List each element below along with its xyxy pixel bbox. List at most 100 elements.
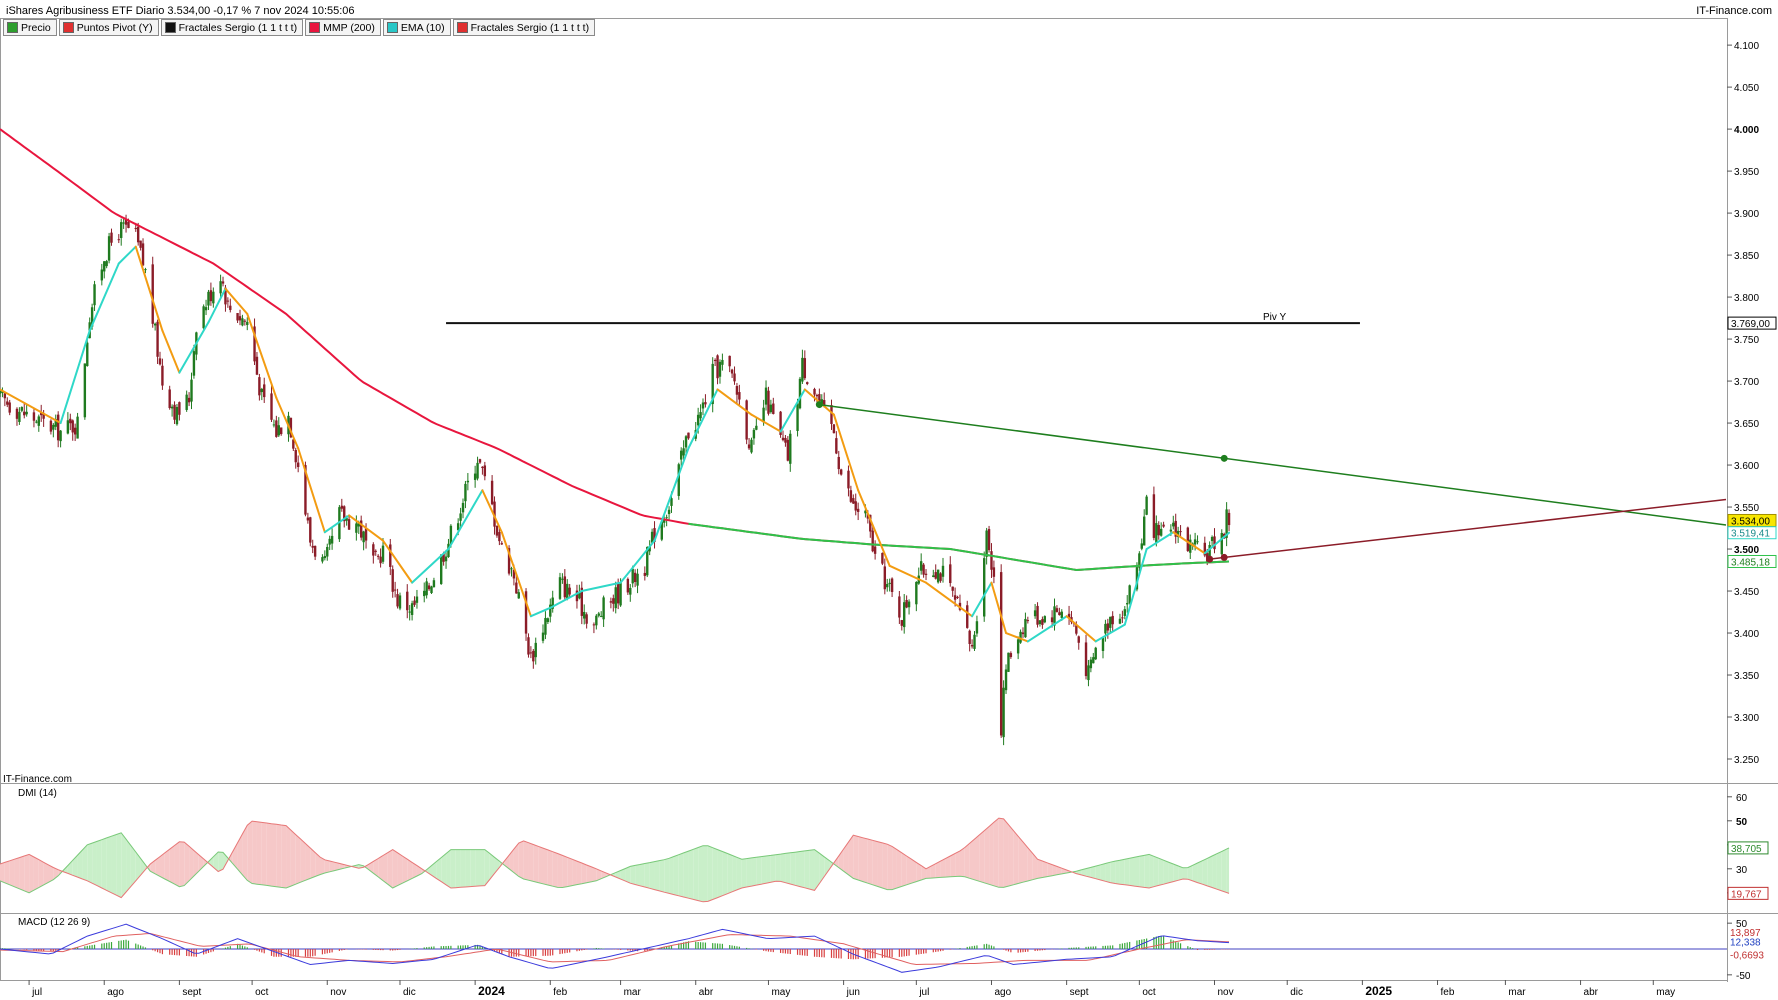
candle-body [549, 604, 552, 617]
candle-body [813, 388, 816, 395]
ema10-segment [447, 489, 484, 551]
last-value-tag [1727, 526, 1777, 540]
dmi-fill [1173, 864, 1179, 882]
dmi-fill [1192, 862, 1198, 883]
candle-body [633, 572, 637, 582]
x-tick-label: may [1656, 987, 1675, 998]
dmi-fill [218, 852, 224, 872]
candle-body [304, 465, 307, 515]
candle-body [415, 596, 419, 603]
candle-body [204, 307, 208, 311]
legend-swatch [62, 22, 74, 33]
dmi-fill [324, 859, 330, 873]
candle-body [105, 261, 108, 267]
x-tick-label: jun [846, 987, 860, 998]
legend-swatch [7, 22, 18, 33]
candle-body [1196, 541, 1199, 543]
candle-body [1155, 523, 1158, 543]
candle-body [1109, 616, 1112, 628]
candle-body [35, 421, 38, 423]
candle-body [1077, 636, 1080, 643]
dmi-fill [295, 834, 301, 885]
dmi-fill [877, 841, 883, 888]
dmi-fill [659, 859, 665, 893]
dmi-fill [237, 834, 243, 875]
legend-label: Precio [21, 21, 51, 34]
dmi-fill [101, 837, 107, 891]
dmi-fill [1226, 847, 1230, 894]
dmi-fill [159, 852, 165, 879]
candle-body [185, 394, 188, 410]
candle-body [464, 483, 467, 502]
candle-body [207, 291, 210, 306]
legend-item-price[interactable]: Precio [3, 19, 57, 36]
price-tick-label: 3.650 [1734, 419, 1759, 430]
candle-body [398, 595, 402, 609]
dmi-fill [14, 857, 20, 889]
candle-body [1174, 520, 1177, 537]
price-tick-label: 3.350 [1734, 671, 1759, 682]
candle-body [226, 300, 230, 302]
candle-body [832, 424, 836, 434]
dmi-fill [169, 845, 175, 885]
fractal-resistance-line [819, 403, 1727, 526]
x-tick-label: nov [1218, 987, 1234, 998]
dmi-fill [746, 857, 752, 888]
x-tick-label: dic [1290, 987, 1303, 998]
legend-item-fractals-2[interactable]: Fractales Sergio (1 1 t t t) [452, 19, 596, 36]
candle-body [1213, 536, 1216, 550]
candle-body [599, 615, 603, 617]
dmi-fill [814, 849, 820, 891]
dmi-fill [1149, 854, 1154, 888]
candle-body [292, 439, 295, 449]
legend-item-sma200[interactable]: MMP (200) [305, 19, 381, 36]
dmi-fill [567, 857, 573, 887]
dmi-fill [140, 858, 146, 876]
dmi-fill [479, 849, 485, 886]
candle-body [389, 544, 392, 567]
candle-body [515, 582, 518, 594]
dmi-fill [1100, 863, 1106, 882]
dmi-fill [82, 844, 88, 881]
candle-body [551, 597, 554, 609]
ema10-segment [297, 447, 326, 534]
candle-body [888, 582, 891, 585]
candle-body [738, 392, 741, 400]
candle-body [122, 222, 125, 224]
candle-body [1007, 652, 1010, 672]
dmi-fill [305, 843, 311, 881]
dmi-fill [446, 849, 451, 888]
candle-body [224, 287, 227, 305]
candle-body [524, 591, 528, 634]
fractal-support-line [1209, 498, 1727, 560]
candle-body [0, 389, 2, 394]
brand-link[interactable]: IT-Finance.com [1696, 5, 1772, 17]
candle-body [1050, 617, 1054, 623]
candle-body [90, 307, 94, 327]
legend-item-ema10[interactable]: EMA (10) [382, 19, 451, 36]
candle-body [864, 510, 867, 514]
dmi-fill [727, 853, 733, 894]
candle-body [936, 569, 940, 583]
candle-body [270, 393, 273, 420]
dmi-tick-label: 30 [1736, 865, 1748, 876]
candle-body [357, 522, 360, 527]
legend-item-fractals[interactable]: Fractales Sergio (1 1 t t t) [160, 19, 304, 36]
dmi-fill [795, 851, 800, 887]
ema10-segment [382, 539, 414, 584]
ema10-segment [580, 581, 622, 593]
candle-body [376, 555, 380, 557]
candle-body [427, 585, 431, 590]
candle-body [406, 591, 409, 611]
dmi-fill [271, 823, 277, 887]
candle-body [987, 529, 991, 551]
candle-body [1152, 494, 1156, 538]
candle-body [202, 306, 205, 329]
legend-item-pivot[interactable]: Puntos Pivot (Y) [58, 19, 159, 36]
candle-body [956, 596, 959, 598]
candle-body [430, 586, 433, 594]
dmi-fill [397, 852, 403, 886]
dmi-fill [707, 845, 713, 902]
candle-body [786, 439, 790, 461]
candle-body [1021, 632, 1025, 635]
